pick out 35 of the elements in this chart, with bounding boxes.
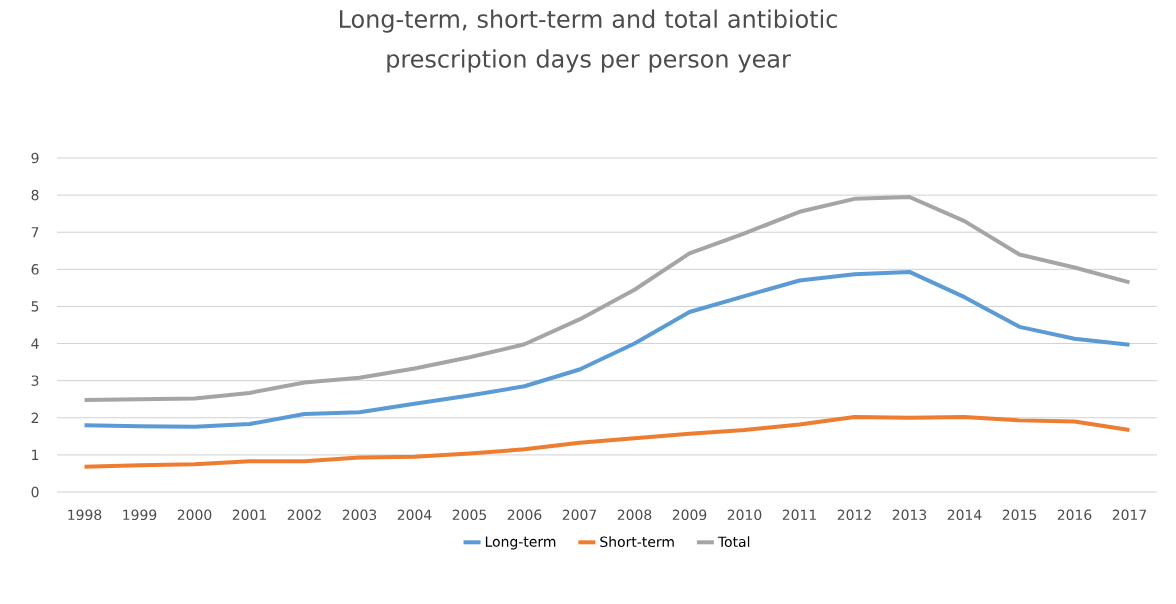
x-tick-label: 2011 (782, 509, 816, 521)
legend-label: Long-term (485, 536, 556, 550)
x-tick-label: 2002 (287, 509, 321, 521)
legend-label: Short-term (600, 536, 674, 548)
y-tick-label: 2 (31, 412, 39, 423)
x-tick-label: 2006 (507, 509, 542, 521)
x-tick-label: 2009 (672, 509, 707, 521)
x-tick-label: 2010 (727, 509, 762, 521)
x-tick-label: 2008 (617, 509, 652, 521)
x-tick-label: 2003 (342, 509, 377, 521)
y-tick-label: 0 (31, 486, 39, 498)
x-tick-label: 2017 (1112, 509, 1147, 521)
x-tick-label: 2007 (562, 509, 597, 521)
y-tick-label: 8 (31, 189, 39, 201)
x-tick-label: 2001 (232, 509, 266, 521)
y-tick-label: 7 (31, 227, 39, 238)
x-tick-label: 2004 (397, 509, 432, 521)
x-tick-label: 2012 (837, 509, 871, 521)
y-tick-label: 1 (32, 449, 39, 460)
x-tick-label: 2016 (1057, 509, 1092, 521)
y-tick-label: 9 (31, 152, 39, 164)
x-tick-label: 2013 (892, 509, 927, 521)
x-tick-label: 2014 (947, 509, 982, 521)
chart-title: Long-term, short-term and total antibiotic prescription days per person year (339, 9, 837, 73)
legend-label: Total (717, 536, 750, 548)
x-tick-label: 1999 (123, 509, 157, 521)
x-tick-label: 2000 (177, 509, 212, 521)
y-tick-label: 5 (31, 301, 39, 312)
x-tick-label: 1998 (68, 509, 102, 521)
x-tick-label: 2005 (452, 509, 487, 521)
y-tick-label: 4 (31, 338, 39, 349)
line-series (82, 269, 1132, 429)
x-tick-label: 2015 (1002, 509, 1037, 521)
y-tick-label: 6 (31, 264, 39, 275)
y-tick-label: 3 (31, 375, 39, 386)
